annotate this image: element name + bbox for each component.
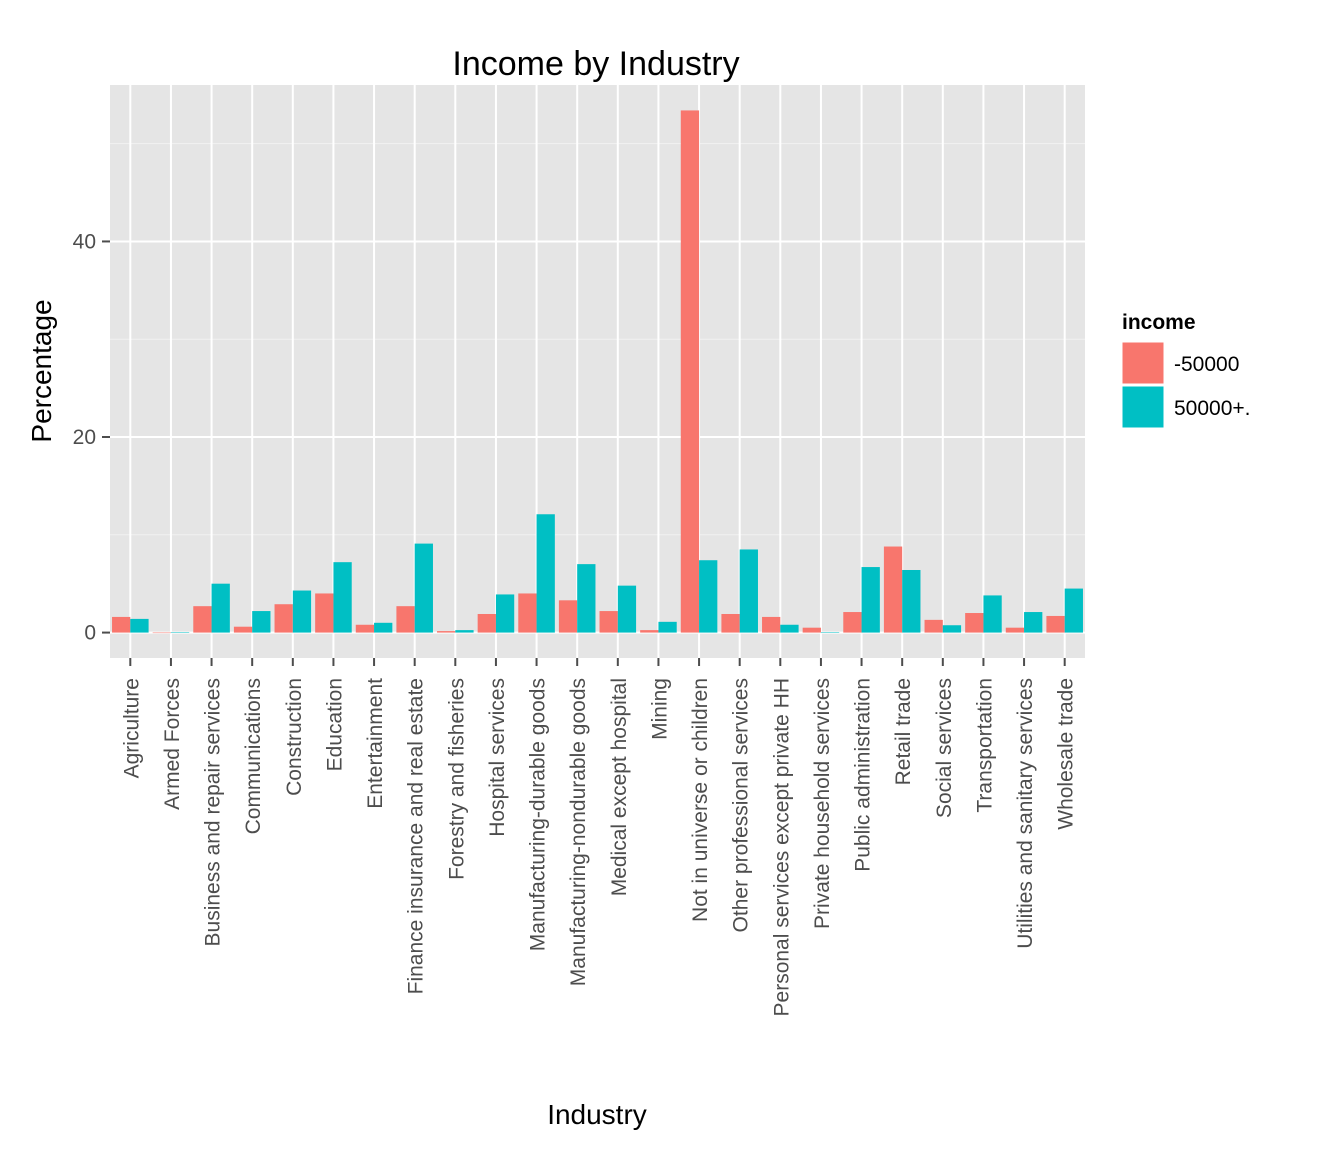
legend-label-low-income: -50000	[1174, 353, 1239, 376]
chart-title: Income by Industry	[452, 45, 739, 83]
bar-high-income	[942, 625, 962, 633]
x-tick-label: Other professional services	[730, 678, 753, 932]
x-tick-label: Finance insurance and real estate	[405, 678, 428, 994]
x-tick-label: Construction	[283, 678, 306, 796]
bar-low-income	[355, 624, 375, 633]
bar-low-income	[1046, 615, 1065, 633]
x-tick-label: Medical except hospital	[608, 678, 631, 896]
bar-low-income	[518, 593, 537, 633]
bar-high-income	[252, 611, 271, 633]
x-tick-label: Utilities and sanitary services	[1014, 678, 1037, 949]
bar-low-income	[721, 613, 740, 633]
bar-high-income	[820, 632, 840, 633]
bar-low-income	[315, 593, 334, 633]
x-tick-label: Retail trade	[892, 678, 915, 785]
x-tick-label: Communications	[242, 678, 265, 834]
x-tick-label: Not in universe or children	[689, 678, 712, 922]
x-tick-label: Public administration	[852, 678, 875, 872]
x-tick-label: Education	[323, 678, 346, 771]
legend: income -50000 50000+.	[1121, 311, 1251, 429]
bar-high-income	[536, 514, 555, 633]
x-axis-title: Industry	[547, 1099, 647, 1130]
bar-low-income	[437, 631, 456, 633]
x-tick-label: Hospital services	[486, 678, 509, 837]
x-tick-label: Manufacturing-nondurable goods	[567, 678, 590, 986]
x-tick-label: Transportation	[973, 678, 996, 813]
bar-high-income	[780, 624, 799, 633]
bar-high-income	[211, 583, 230, 633]
x-tick-label: Social services	[933, 678, 956, 818]
y-axis-title: Percentage	[26, 299, 57, 442]
bar-high-income	[1024, 612, 1043, 633]
x-tick-label: Armed Forces	[161, 678, 184, 810]
bar-low-income	[193, 606, 212, 633]
x-tick-label: Business and repair services	[202, 678, 225, 946]
legend-key-high-income	[1121, 385, 1165, 429]
bar-high-income	[577, 564, 596, 633]
bar-high-income	[861, 567, 880, 633]
bar-high-income	[333, 562, 352, 633]
legend-title: income	[1122, 311, 1196, 334]
bar-low-income	[924, 619, 943, 633]
bar-low-income	[112, 616, 131, 633]
bar-high-income	[130, 618, 149, 633]
legend-label-high-income: 50000+.	[1174, 397, 1251, 420]
bar-high-income	[495, 594, 515, 633]
x-tick-label: Mining	[648, 678, 671, 740]
legend-key-low-income	[1121, 341, 1165, 385]
bar-low-income	[152, 632, 171, 634]
x-tick-label: Forestry and fisheries	[445, 678, 468, 880]
x-tick-label: Wholesale trade	[1055, 678, 1078, 830]
bar-low-income	[599, 611, 618, 633]
x-axis: Agriculture Armed Forces Business and repa…	[120, 658, 1078, 1016]
bar-high-income	[170, 632, 190, 633]
bar-high-income	[983, 595, 1002, 633]
bar-low-income	[558, 600, 578, 633]
bar-low-income	[274, 604, 293, 633]
bar-high-income	[292, 590, 312, 633]
bar-high-income	[1064, 588, 1083, 633]
plot-panel	[110, 85, 1085, 658]
bar-high-income	[617, 585, 637, 633]
bar-high-income	[902, 569, 921, 633]
bar-high-income	[658, 621, 677, 633]
x-tick-label: Personal services except private HH	[770, 678, 793, 1016]
bar-low-income	[1005, 627, 1025, 633]
y-tick-label: 0	[84, 622, 96, 645]
bar-low-income	[477, 613, 496, 633]
bar-low-income	[965, 613, 984, 633]
bar-low-income	[396, 606, 415, 633]
x-tick-label: Manufacturing-durable goods	[527, 678, 550, 951]
bar-low-income	[883, 546, 903, 633]
y-tick-label: 20	[73, 426, 96, 449]
x-tick-label: Entertainment	[364, 678, 387, 809]
bar-high-income	[699, 560, 718, 633]
y-axis: 0 20 40	[73, 230, 110, 645]
minor-gridlines	[110, 143, 1085, 536]
bar-high-income	[739, 549, 758, 633]
bars-group	[112, 110, 1083, 634]
bar-high-income	[455, 630, 474, 633]
x-tick-label: Private household services	[811, 678, 834, 929]
bar-low-income	[640, 630, 659, 633]
bar-low-income	[762, 616, 781, 633]
bar-low-income	[802, 627, 821, 633]
bar-low-income	[843, 612, 862, 633]
bar-high-income	[374, 622, 393, 633]
bar-high-income	[414, 543, 433, 633]
bar-low-income	[680, 110, 700, 633]
bar-low-income	[233, 626, 253, 633]
x-tick-label: Agriculture	[120, 678, 143, 778]
y-tick-label: 40	[73, 230, 96, 253]
